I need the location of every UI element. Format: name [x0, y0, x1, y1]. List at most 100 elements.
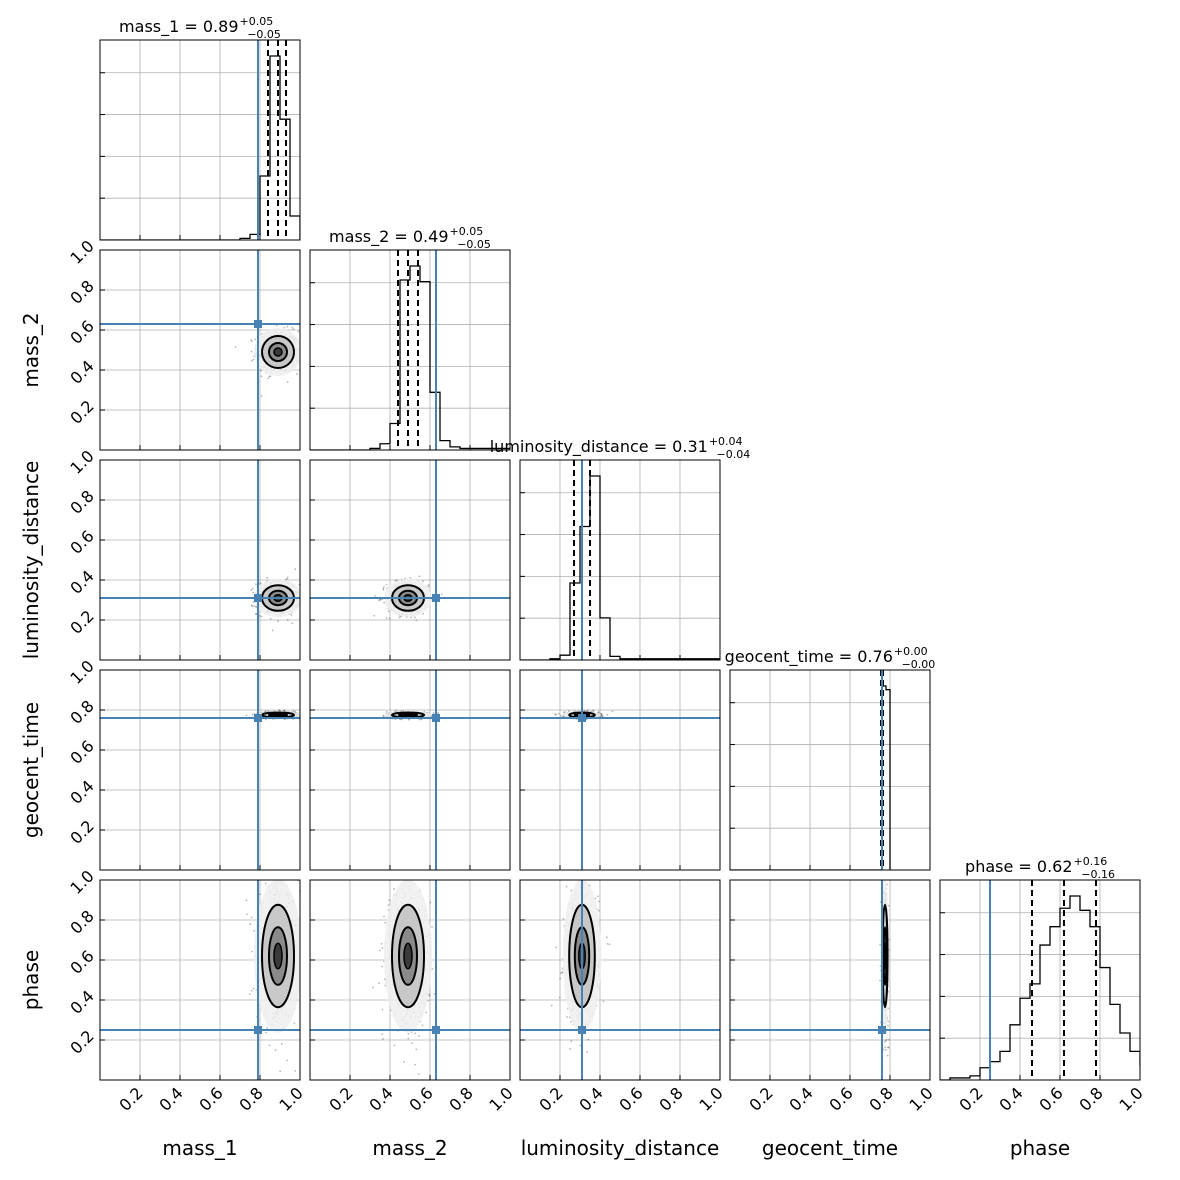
sample-point [306, 359, 308, 361]
sample-point [304, 714, 306, 716]
sample-point [425, 1011, 428, 1014]
sample-point [234, 346, 237, 348]
sample-point [381, 965, 384, 968]
histogram-panel-mass_2: mass_2 = 0.49+0.05 −0.05 [309, 225, 511, 451]
sample-point [255, 583, 257, 586]
sample-point [301, 595, 303, 597]
x-tick-label: 0.4 [365, 1083, 396, 1114]
sample-point [286, 325, 289, 328]
sample-point [887, 904, 890, 907]
x-tick-label: 0.6 [615, 1083, 646, 1114]
sample-point [281, 855, 283, 857]
sample-point [576, 862, 578, 864]
sample-point [373, 614, 376, 617]
sample-point [407, 1032, 410, 1035]
sample-point [260, 375, 263, 378]
sample-point [307, 714, 309, 716]
sample-point [415, 619, 418, 622]
x-tick-label: 0.4 [995, 1083, 1026, 1114]
sample-point [252, 358, 255, 361]
histogram-panel-phase: phase = 0.62+0.16 −0.160.2 0.4 0.6 0.8 1.0 [939, 855, 1147, 1115]
sample-point [381, 598, 384, 601]
axes-frame [309, 669, 511, 871]
sample-point [561, 971, 564, 973]
x-tick-label: 0.2 [535, 1083, 566, 1114]
histogram-panel-geocent_time: geocent_time = 0.76+0.00 −0.00 [725, 645, 935, 871]
truth-marker [254, 1026, 262, 1034]
grid [139, 40, 301, 240]
sample-point [388, 617, 391, 620]
sample-point [301, 714, 303, 716]
axes-frame [99, 459, 301, 661]
sample-point [296, 373, 298, 375]
sample-point [565, 885, 568, 888]
sample-point [592, 709, 595, 712]
x-tick-label: 0.8 [865, 1083, 896, 1114]
sample-point [297, 330, 300, 333]
y-axis-label: luminosity_distance [19, 461, 43, 660]
histogram-panel-mass_1: mass_1 = 0.89+0.05 −0.05 [99, 15, 301, 241]
contour-panel-mass_1-vs-phase: 0.2 0.4 0.6 0.8 1.00.20.40.60.81.0 [66, 855, 306, 1114]
y-tick-label: 0.8 [66, 486, 97, 517]
sample-point [245, 714, 248, 717]
grid [310, 459, 511, 660]
sample-point [265, 709, 267, 712]
sample-point [250, 350, 253, 353]
sample-point [885, 1049, 887, 1052]
sample-point [884, 852, 886, 854]
sample-point [393, 888, 395, 890]
x-tick-label: 0.2 [115, 1083, 146, 1114]
sample-point [882, 1048, 885, 1051]
sample-point [258, 614, 261, 617]
panel-title: mass_1 = 0.89+0.05 −0.05 [119, 15, 281, 41]
grid [520, 879, 721, 1080]
sample-point [250, 604, 253, 607]
sample-point [291, 622, 294, 625]
sample-point [437, 712, 440, 714]
sample-point [418, 575, 421, 578]
axes-frame [519, 669, 721, 871]
axes-frame [99, 879, 301, 1081]
sample-point [259, 893, 261, 896]
contour-panel-mass_1-vs-geocent_time: 0.20.40.60.81.0 [66, 656, 309, 871]
y-tick-label: 0.4 [66, 566, 97, 597]
x-tick-label: 1.0 [695, 1083, 726, 1114]
x-tick-label: 0.8 [235, 1083, 266, 1114]
x-tick-label: 1.0 [485, 1083, 516, 1114]
sample-point [286, 576, 289, 579]
sample-point [301, 349, 303, 351]
histogram-step [520, 475, 720, 660]
histogram-step [100, 55, 300, 240]
truth-marker [578, 714, 586, 722]
sample-point [252, 987, 255, 990]
sample-point [285, 872, 287, 874]
x-tick-label: 0.6 [1035, 1083, 1066, 1114]
sample-point [564, 711, 566, 713]
y-tick-label: 0.6 [66, 526, 97, 557]
y-tick-label: 0.6 [66, 946, 97, 977]
sample-point [419, 872, 421, 874]
sample-point [264, 718, 267, 721]
sample-point [606, 943, 609, 945]
sample-point [260, 369, 262, 372]
y-tick-label: 0.2 [66, 1026, 97, 1057]
sample-point [306, 363, 308, 365]
x-tick-label: 1.0 [905, 1083, 936, 1114]
y-tick-label: 0.8 [66, 276, 97, 307]
sample-point [290, 614, 293, 616]
y-tick-label: 0.2 [66, 396, 97, 427]
sample-point [387, 610, 390, 613]
axes-frame [309, 879, 511, 1081]
contour-panel-mass_2-vs-phase: 0.2 0.4 0.6 0.8 1.0 [309, 872, 517, 1115]
sample-point [414, 616, 416, 619]
sample-point [277, 620, 279, 622]
sample-point [265, 1031, 268, 1034]
sample-point [250, 916, 253, 919]
sample-point [260, 395, 263, 397]
y-tick-label: 1.0 [66, 446, 97, 477]
sample-point [250, 339, 252, 341]
sample-point [606, 713, 609, 716]
sample-point [301, 603, 303, 605]
sample-point [286, 619, 289, 621]
sample-point [382, 1037, 384, 1040]
